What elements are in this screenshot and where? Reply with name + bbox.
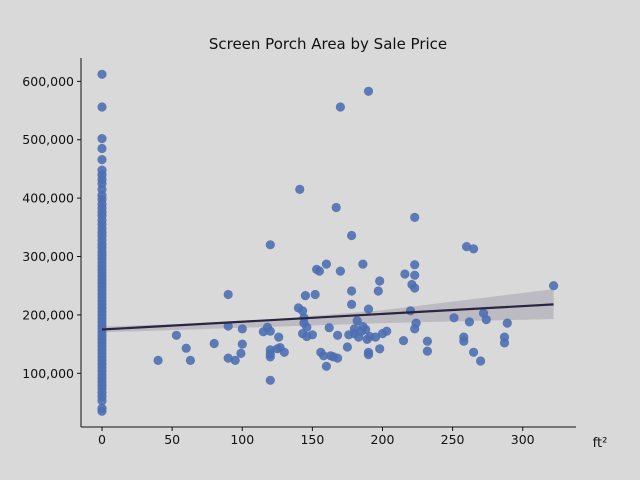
y-tick-label: 100,000 (22, 366, 74, 381)
data-point (209, 338, 219, 349)
data-point (237, 324, 247, 334)
data-point (363, 86, 374, 96)
trend-line (101, 303, 554, 331)
data-point (382, 326, 392, 336)
data-point (97, 134, 107, 144)
data-point (307, 330, 317, 340)
confidence-band (102, 289, 554, 333)
y-tick-label: 200,000 (22, 307, 74, 322)
data-point (185, 355, 195, 365)
data-point (298, 306, 308, 316)
data-point (375, 276, 385, 286)
data-point (331, 202, 341, 213)
data-point (410, 283, 420, 293)
data-point (449, 313, 459, 323)
y-tick-label: 600,000 (22, 74, 74, 89)
data-point (347, 230, 357, 241)
data-point (469, 244, 479, 254)
data-point (405, 306, 416, 316)
data-point (302, 322, 312, 332)
data-point (321, 361, 331, 371)
data-point (370, 332, 381, 342)
data-point (97, 69, 107, 79)
data-point (274, 332, 284, 342)
data-point (549, 281, 559, 291)
data-point (279, 347, 289, 357)
data-point (400, 269, 410, 279)
data-point (335, 266, 345, 276)
data-point (361, 324, 371, 335)
data-point (410, 260, 420, 270)
x-tick-label: 150 (300, 432, 324, 447)
axes: 0 50 100 150 200 250 300 100,000 200,000 300,000 4… (22, 58, 576, 447)
data-point (265, 352, 275, 362)
x-tick-label: 0 (98, 432, 106, 447)
data-point (97, 396, 107, 406)
data-point (469, 347, 479, 357)
data-point (363, 350, 374, 360)
x-tick-label: 100 (230, 432, 254, 447)
data-point (363, 304, 374, 314)
data-point (97, 102, 107, 112)
data-point (97, 406, 107, 416)
data-point (398, 336, 409, 346)
data-point (476, 356, 486, 366)
data-point (324, 323, 334, 333)
data-point (422, 336, 432, 346)
data-point (97, 143, 107, 154)
data-point (321, 259, 331, 269)
data-point (333, 353, 343, 363)
data-point (300, 291, 310, 301)
data-point (97, 155, 107, 165)
data-point (333, 330, 343, 340)
data-point (462, 242, 472, 252)
data-point (464, 317, 474, 327)
x-tick-label: 50 (164, 432, 180, 447)
data-point (237, 339, 247, 349)
data-point (236, 348, 246, 358)
data-point (181, 343, 191, 353)
x-tick-label: 300 (511, 432, 535, 447)
data-point (265, 326, 275, 336)
data-point (265, 240, 275, 250)
data-point (499, 338, 510, 348)
y-tick-label: 500,000 (22, 132, 74, 147)
data-point (310, 289, 320, 300)
data-point (459, 336, 469, 346)
confidence-band-layer (102, 289, 554, 333)
data-point (352, 316, 362, 326)
data-point (358, 259, 368, 269)
data-point (223, 353, 233, 363)
data-point (375, 344, 385, 354)
data-point (347, 299, 357, 309)
trend-line-layer (101, 303, 554, 331)
data-point (171, 330, 181, 340)
data-point (223, 289, 233, 300)
data-point (422, 346, 432, 356)
data-point (411, 318, 421, 328)
x-tick-label: 250 (441, 432, 465, 447)
data-point (335, 102, 345, 112)
data-point (314, 266, 324, 276)
data-point (230, 355, 240, 365)
data-point (410, 212, 420, 222)
data-point (502, 318, 512, 328)
data-point (295, 184, 305, 194)
data-point (265, 375, 275, 385)
y-tick-label: 400,000 (22, 191, 74, 206)
data-point (347, 286, 357, 296)
data-point (410, 270, 420, 280)
x-tick-label: 200 (371, 432, 395, 447)
x-axis-label: ft² (593, 436, 608, 451)
data-points-layer (97, 69, 559, 416)
data-point (342, 342, 352, 352)
data-point (319, 351, 329, 361)
data-point (373, 286, 383, 296)
data-point (481, 315, 491, 325)
chart-title: Screen Porch Area by Sale Price (209, 35, 447, 53)
data-point (153, 355, 163, 365)
y-tick-label: 300,000 (22, 249, 74, 264)
